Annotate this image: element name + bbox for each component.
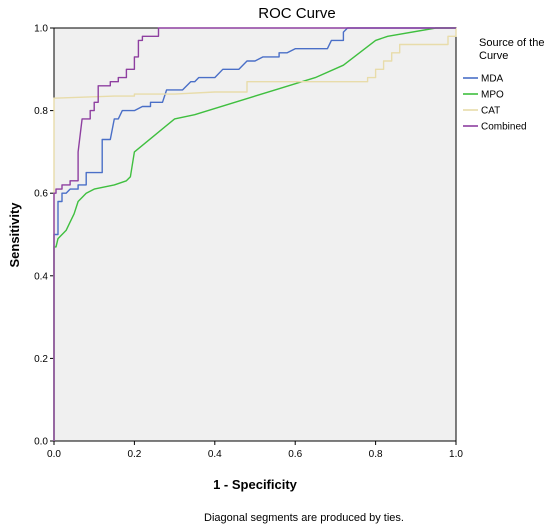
y-axis-ticks: 0.0 0.2 0.4 0.6 0.8 1.0: [34, 24, 54, 448]
legend-title: Source of the Curve: [479, 37, 544, 62]
y-tick-label: 0.8: [34, 106, 48, 117]
footnote: Diagonal segments are produced by ties.: [204, 512, 404, 524]
plot-area: [53, 27, 457, 442]
y-axis-title: Sensitivity: [7, 202, 22, 268]
y-tick-label: 0.6: [34, 189, 48, 200]
x-tick-label: 0.0: [47, 449, 61, 460]
legend-label-mda: MDA: [481, 74, 504, 85]
legend-label-cat: CAT: [481, 106, 500, 117]
roc-line-cat: [53, 28, 457, 441]
roc-line-mda: [53, 27, 456, 441]
legend-label-mpo: MPO: [481, 90, 504, 101]
roc-line-mpo: [53, 27, 456, 441]
x-axis-title: 1 - Specificity: [213, 477, 298, 492]
x-axis-ticks: 0.0 0.2 0.4 0.6 0.8 1.0: [47, 441, 463, 460]
roc-line-combined: [53, 27, 456, 441]
y-tick-label: 0.0: [34, 437, 48, 448]
x-tick-label: 0.2: [127, 449, 141, 460]
y-tick-label: 0.4: [34, 271, 48, 282]
legend-items: MDA MPO CAT Combined: [463, 74, 527, 133]
x-tick-label: 0.6: [288, 449, 302, 460]
chart-title: ROC Curve: [258, 5, 336, 22]
legend: Source of the Curve MDA MPO CAT Combined: [463, 37, 544, 133]
x-tick-label: 1.0: [449, 449, 463, 460]
x-tick-label: 0.8: [369, 449, 383, 460]
roc-series: [53, 27, 457, 441]
x-tick-label: 0.4: [208, 449, 222, 460]
y-tick-label: 0.2: [34, 354, 48, 365]
legend-label-combined: Combined: [481, 122, 527, 133]
y-tick-label: 1.0: [34, 24, 48, 35]
